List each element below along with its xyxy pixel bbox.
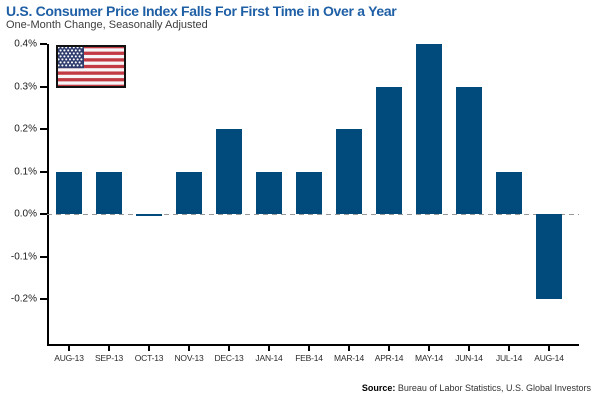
x-axis-line <box>47 344 579 346</box>
x-axis-tick <box>308 346 310 351</box>
x-axis-tick <box>148 346 150 351</box>
x-axis-tick <box>428 346 430 351</box>
y-axis-tick-label: 0.4% <box>14 38 37 50</box>
flag-canton <box>56 45 84 69</box>
bar-jan-14 <box>256 171 282 214</box>
bar-may-14 <box>416 44 442 214</box>
x-axis-label-sep-13: SEP-13 <box>94 353 124 363</box>
bar-oct-13 <box>136 214 162 216</box>
y-axis-tick <box>40 298 47 300</box>
x-axis-tick <box>388 346 390 351</box>
x-axis-tick <box>228 346 230 351</box>
plot-area: 0.4% 0.3% 0.2% 0.1% 0.0% -0.1% -0.2% AUG-13 SEP-… <box>11 39 579 363</box>
bar-dec-13 <box>216 129 242 214</box>
bar-jun-14 <box>456 86 482 214</box>
x-axis-label-mar-14: MAR-14 <box>334 353 364 363</box>
source-label: Source: <box>361 383 396 393</box>
x-axis-label-oct-13: OCT-13 <box>134 353 164 363</box>
x-axis-tick <box>188 346 190 351</box>
y-axis-tick-label: 0.3% <box>14 81 37 92</box>
us-flag-icon <box>56 45 126 88</box>
bar-aug-13 <box>56 171 82 214</box>
y-axis-tick-label: -0.2% <box>10 293 37 305</box>
x-axis-tick <box>68 346 70 351</box>
y-axis-tick <box>40 213 47 215</box>
x-axis-tick <box>508 346 510 351</box>
x-axis-tick <box>268 346 270 351</box>
zero-baseline <box>47 214 579 215</box>
bar-mar-14 <box>336 129 362 214</box>
x-axis-label-feb-14: FEB-14 <box>295 353 323 363</box>
y-axis-tick-label: -0.1% <box>10 251 37 262</box>
x-axis-label-nov-13: NOV-13 <box>174 353 204 363</box>
y-axis-tick <box>40 128 47 130</box>
y-axis-tick <box>40 170 47 173</box>
x-axis-tick <box>468 346 470 351</box>
y-axis-tick <box>40 255 47 258</box>
y-axis-line <box>47 44 49 346</box>
y-axis-tick-label: 0.1% <box>14 166 37 177</box>
bar-nov-13 <box>176 171 202 214</box>
y-axis-tick <box>40 85 47 88</box>
y-axis-tick-label: 0.0% <box>14 208 37 220</box>
bar-apr-14 <box>376 86 402 214</box>
x-axis-label-jul-14: JUL-14 <box>495 353 523 363</box>
x-axis-tick <box>348 346 350 351</box>
bar-feb-14 <box>296 171 322 214</box>
x-axis-label-dec-13: DEC-13 <box>214 353 244 363</box>
chart-title: U.S. Consumer Price Index Falls For Firs… <box>6 3 397 19</box>
bar-sep-13 <box>96 171 122 214</box>
source-text: Bureau of Labor Statistics, U.S. Global … <box>397 383 591 393</box>
x-axis-label-jan-14: JAN-14 <box>255 353 283 363</box>
bar-jul-14 <box>496 171 522 214</box>
x-axis-tick <box>108 346 110 351</box>
bar-aug-14 <box>536 214 562 299</box>
chart-subtitle: One-Month Change, Seasonally Adjusted <box>6 19 208 31</box>
x-axis-label-aug-13: AUG-13 <box>54 353 84 363</box>
x-axis-label-apr-14: APR-14 <box>374 353 404 363</box>
x-axis-tick <box>548 346 550 351</box>
y-axis-tick <box>40 43 47 45</box>
y-axis-tick-label: 0.2% <box>14 123 37 135</box>
x-axis-label-aug-14: AUG-14 <box>534 353 564 363</box>
x-axis-label-may-14: MAY-14 <box>414 353 444 363</box>
x-axis-label-jun-14: JUN-14 <box>455 353 483 363</box>
source-credit: Source: Bureau of Labor Statistics, U.S.… <box>362 383 591 393</box>
